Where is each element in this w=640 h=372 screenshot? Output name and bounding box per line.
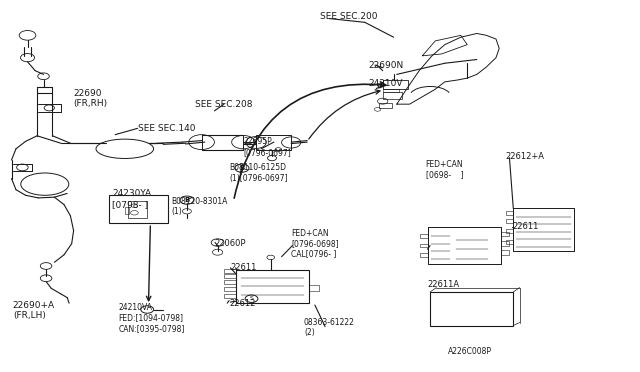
Text: SEE SEC.208: SEE SEC.208	[195, 100, 253, 109]
Bar	[224, 274, 236, 278]
Bar	[501, 250, 509, 255]
Text: 22611: 22611	[512, 222, 538, 231]
Text: 22690
(FR,RH): 22690 (FR,RH)	[74, 89, 108, 108]
Bar	[420, 234, 428, 238]
Bar	[506, 229, 513, 233]
Text: 24230YA
[0798- ]: 24230YA [0798- ]	[112, 189, 151, 209]
Bar	[383, 80, 408, 89]
Text: 22611: 22611	[230, 263, 257, 272]
Bar	[125, 207, 129, 214]
Bar	[501, 232, 509, 236]
Text: S: S	[250, 296, 253, 301]
FancyArrowPatch shape	[308, 90, 380, 139]
Text: 08363-61222
(2): 08363-61222 (2)	[304, 318, 355, 337]
Text: 24210V: 24210V	[368, 79, 403, 88]
Text: 22690+A
(FR,LH): 22690+A (FR,LH)	[13, 301, 55, 320]
Bar	[224, 269, 236, 273]
Bar	[109, 195, 168, 223]
Text: 22612+A: 22612+A	[506, 152, 545, 161]
Ellipse shape	[21, 173, 69, 195]
Text: A226C008P: A226C008P	[448, 347, 492, 356]
Text: 24210VA
FED:[1094-0798]
CAN:[0395-0798]: 24210VA FED:[1094-0798] CAN:[0395-0798]	[118, 303, 185, 333]
Bar	[236, 270, 309, 303]
Bar	[379, 103, 392, 108]
Text: 22690N: 22690N	[368, 61, 403, 70]
Text: B: B	[184, 197, 189, 203]
Bar	[420, 253, 428, 257]
Bar	[506, 211, 513, 215]
Text: 22695P
[0796-0697]: 22695P [0796-0697]	[243, 137, 291, 157]
Bar	[430, 292, 513, 326]
Text: B: B	[239, 165, 244, 171]
Ellipse shape	[96, 139, 154, 158]
Bar	[309, 285, 319, 291]
FancyArrowPatch shape	[234, 82, 386, 198]
Text: FED+CAN
[0796-0698]
CAL[0796- ]: FED+CAN [0796-0698] CAL[0796- ]	[291, 229, 339, 259]
Bar	[420, 244, 428, 247]
Bar	[224, 280, 236, 284]
Text: SEE SEC.200: SEE SEC.200	[320, 12, 378, 21]
Bar	[506, 240, 513, 244]
Bar	[224, 294, 236, 298]
Text: FED+CAN
[0698-    ]: FED+CAN [0698- ]	[426, 160, 463, 179]
Text: B08110-6125D
(1)[0796-0697]: B08110-6125D (1)[0796-0697]	[229, 163, 287, 183]
Text: 22612: 22612	[229, 299, 255, 308]
Bar	[224, 287, 236, 291]
Bar	[128, 201, 147, 218]
Bar	[383, 92, 402, 99]
Text: B08120-8301A
(1): B08120-8301A (1)	[172, 197, 228, 216]
Bar	[202, 135, 243, 150]
Bar	[506, 219, 513, 223]
Text: 22060P: 22060P	[214, 239, 246, 248]
Text: SEE SEC.140: SEE SEC.140	[138, 124, 195, 133]
Bar	[501, 241, 509, 246]
Bar	[383, 89, 399, 92]
Bar	[256, 135, 291, 150]
Text: 22611A: 22611A	[428, 280, 460, 289]
